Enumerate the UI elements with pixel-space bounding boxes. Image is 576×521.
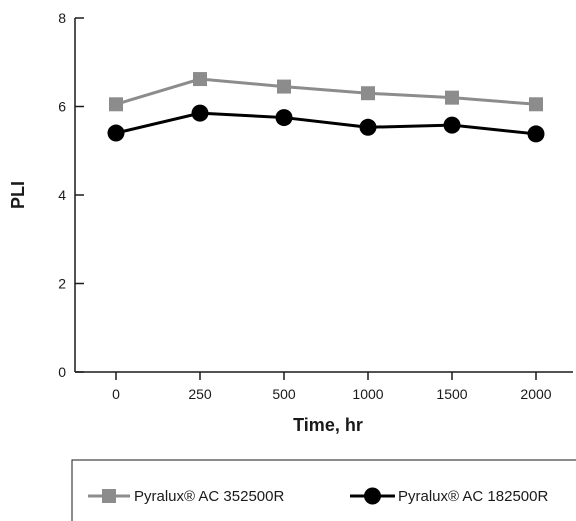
y-tick-label: 6	[58, 99, 66, 115]
legend: Pyralux® AC 352500R Pyralux® AC 182500R	[71, 459, 576, 521]
data-point-square	[445, 90, 459, 105]
data-point-circle	[359, 118, 377, 136]
x-tick-label: 1000	[352, 386, 383, 402]
legend-label: Pyralux® AC 352500R	[134, 488, 284, 505]
legend-marker-circle	[364, 487, 381, 505]
x-axis-title: Time, hr	[293, 415, 363, 435]
legend-marker-square	[102, 489, 116, 503]
series-2	[107, 104, 545, 143]
y-axis-title: PLI	[8, 181, 28, 209]
legend-label: Pyralux® AC 182500R	[398, 488, 548, 505]
legend-item-1: Pyralux® AC 352500R	[88, 488, 284, 505]
series-line	[115, 77, 537, 106]
y-tick-label: 8	[58, 10, 66, 26]
y-tick-label: 4	[58, 187, 66, 203]
series-layer	[107, 72, 545, 143]
series-line	[115, 111, 537, 136]
legend-border	[71, 459, 576, 521]
series-1	[109, 72, 543, 112]
legend-item-2: Pyralux® AC 182500R	[350, 487, 548, 505]
data-point-circle	[275, 109, 293, 127]
y-axis-ticks: 0 2 4 6 8	[58, 10, 84, 380]
data-point-square	[277, 79, 291, 94]
x-tick-label: 250	[188, 386, 212, 402]
data-point-circle	[527, 125, 545, 143]
data-point-circle	[443, 116, 461, 134]
data-point-square	[193, 72, 207, 87]
x-tick-label: 1500	[436, 386, 467, 402]
x-tick-label: 2000	[520, 386, 551, 402]
data-point-square	[529, 97, 543, 112]
data-point-square	[109, 97, 123, 112]
data-point-circle	[191, 104, 209, 122]
y-tick-label: 0	[58, 364, 66, 380]
data-point-square	[361, 86, 375, 101]
data-point-circle	[107, 124, 125, 142]
x-axis-ticks: 0 250 500 1000 1500 2000	[112, 372, 552, 402]
x-tick-label: 0	[112, 386, 120, 402]
x-tick-label: 500	[272, 386, 296, 402]
y-tick-label: 2	[58, 276, 66, 292]
